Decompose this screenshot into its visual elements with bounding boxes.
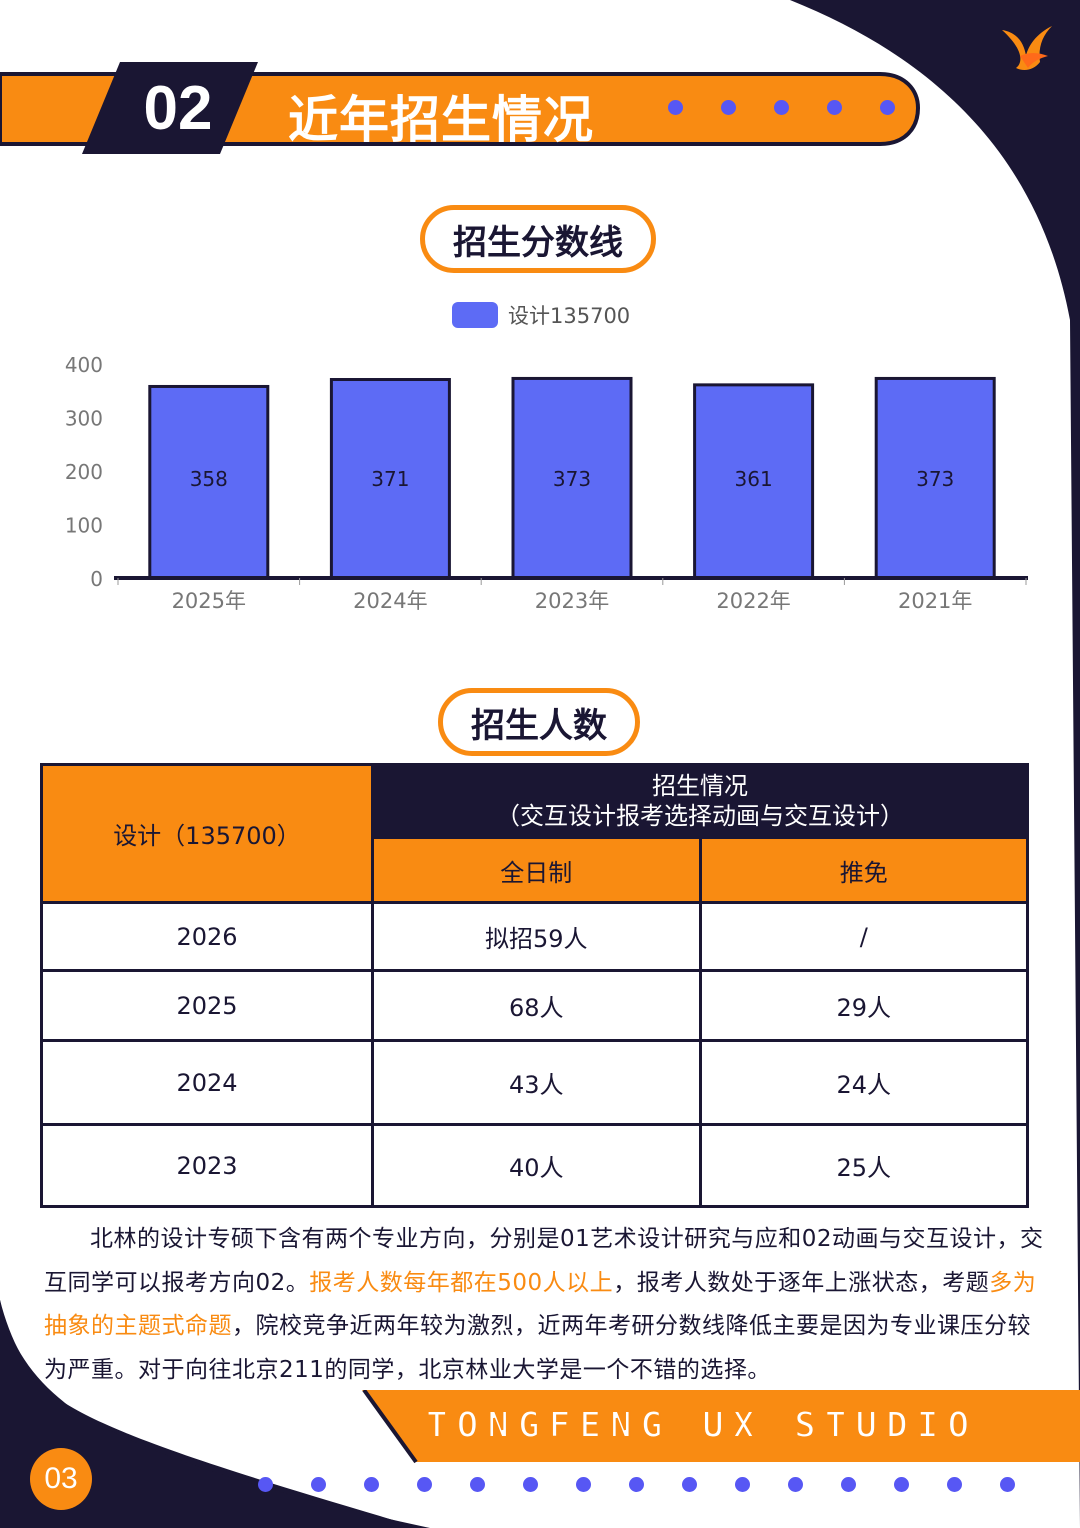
data-label: 371 xyxy=(371,467,409,491)
cell-year: 2025 xyxy=(40,969,374,1042)
cell-exempt: 29人 xyxy=(698,969,1029,1042)
x-tick-label: 2024年 xyxy=(353,589,427,613)
paragraph-highlight-1: 报考人数每年都在500人以上 xyxy=(309,1269,614,1296)
enrollment-table: 设计（135700） 招生情况 （交互设计报考选择动画与交互设计） 全日制 推免… xyxy=(40,763,1029,1208)
data-label: 373 xyxy=(916,467,954,491)
y-tick-label: 0 xyxy=(90,567,103,591)
cell-year: 2024 xyxy=(40,1039,374,1126)
page-number: 03 xyxy=(30,1448,92,1510)
bar xyxy=(329,378,451,580)
legend-swatch xyxy=(452,302,498,328)
score-section-title: 招生分数线 xyxy=(420,205,656,273)
y-tick-label: 300 xyxy=(65,407,103,431)
y-tick-label: 100 xyxy=(65,514,103,538)
col-header-fulltime: 全日制 xyxy=(371,836,702,904)
section-header: 02 近年招生情况 xyxy=(0,60,930,160)
cell-fulltime: 43人 xyxy=(371,1039,702,1126)
x-tick-label: 2025年 xyxy=(172,589,246,613)
header-dots xyxy=(668,100,895,115)
footer-brand: TONGFENG UX STUDIO xyxy=(425,1404,979,1447)
cell-fulltime: 拟招59人 xyxy=(371,901,702,972)
table-row: 2024 43人 24人 xyxy=(40,1039,1029,1126)
legend-label: 设计135700 xyxy=(508,304,631,328)
x-tick-label: 2022年 xyxy=(716,589,790,613)
table-group-header: 招生情况 （交互设计报考选择动画与交互设计） xyxy=(371,763,1029,839)
cell-year: 2023 xyxy=(40,1123,374,1208)
bar xyxy=(148,384,270,580)
description-paragraph: 北林的设计专硕下含有两个专业方向，分别是01艺术设计研究与应和02动画与交互设计… xyxy=(44,1218,1044,1392)
cell-fulltime: 40人 xyxy=(371,1123,702,1208)
brand-logo-icon xyxy=(1002,26,1052,70)
y-tick-label: 200 xyxy=(65,460,103,484)
group-header-line2: （交互设计报考选择动画与交互设计） xyxy=(496,802,904,830)
x-tick-label: 2021年 xyxy=(898,589,972,613)
footer-band xyxy=(362,1390,1080,1464)
paragraph-text-3: ，院校竞争近两年较为激烈，近两年考研分数线降低主要是因为专业课压分较为严重。对于… xyxy=(44,1313,1031,1383)
cell-year: 2026 xyxy=(40,901,374,972)
table-row: 2025 68人 29人 xyxy=(40,969,1029,1042)
chart-legend[interactable]: 设计135700 xyxy=(452,300,630,330)
col-header-exempt: 推免 xyxy=(698,836,1029,904)
cell-exempt: 25人 xyxy=(698,1123,1029,1208)
count-section-title: 招生人数 xyxy=(438,688,640,756)
table-corner-header: 设计（135700） xyxy=(40,763,374,904)
data-label: 358 xyxy=(190,467,228,491)
paragraph-highlight-2: 多为抽象的主题式命题 xyxy=(44,1269,1037,1340)
cell-exempt: / xyxy=(698,901,1029,972)
paragraph-text-1: 北林的设计专硕下含有两个专业方向，分别是01艺术设计研究与应和02动画与交互设计… xyxy=(44,1226,1044,1296)
x-tick-label: 2023年 xyxy=(535,589,609,613)
data-label: 373 xyxy=(553,467,591,491)
paragraph-text-2: ，报考人数处于逐年上涨状态，考题 xyxy=(613,1269,990,1296)
bar xyxy=(693,383,815,580)
cell-fulltime: 68人 xyxy=(371,969,702,1042)
y-tick-label: 400 xyxy=(65,353,103,377)
score-bar-chart: 0 100 200 300 400 358 2025年 371 2024年 373 2023年 361… xyxy=(65,353,1028,613)
table-row: 2023 40人 25人 xyxy=(40,1123,1029,1208)
table-row: 2026 拟招59人 / xyxy=(40,901,1029,972)
section-title: 近年招生情况 xyxy=(288,91,594,149)
group-header-line1: 招生情况 xyxy=(652,772,748,800)
footer-dots xyxy=(258,1477,1015,1492)
data-label: 361 xyxy=(735,467,773,491)
cell-exempt: 24人 xyxy=(698,1039,1029,1126)
section-number: 02 xyxy=(143,73,213,143)
bar xyxy=(874,376,996,580)
header-band xyxy=(0,62,921,154)
bar xyxy=(511,376,633,580)
